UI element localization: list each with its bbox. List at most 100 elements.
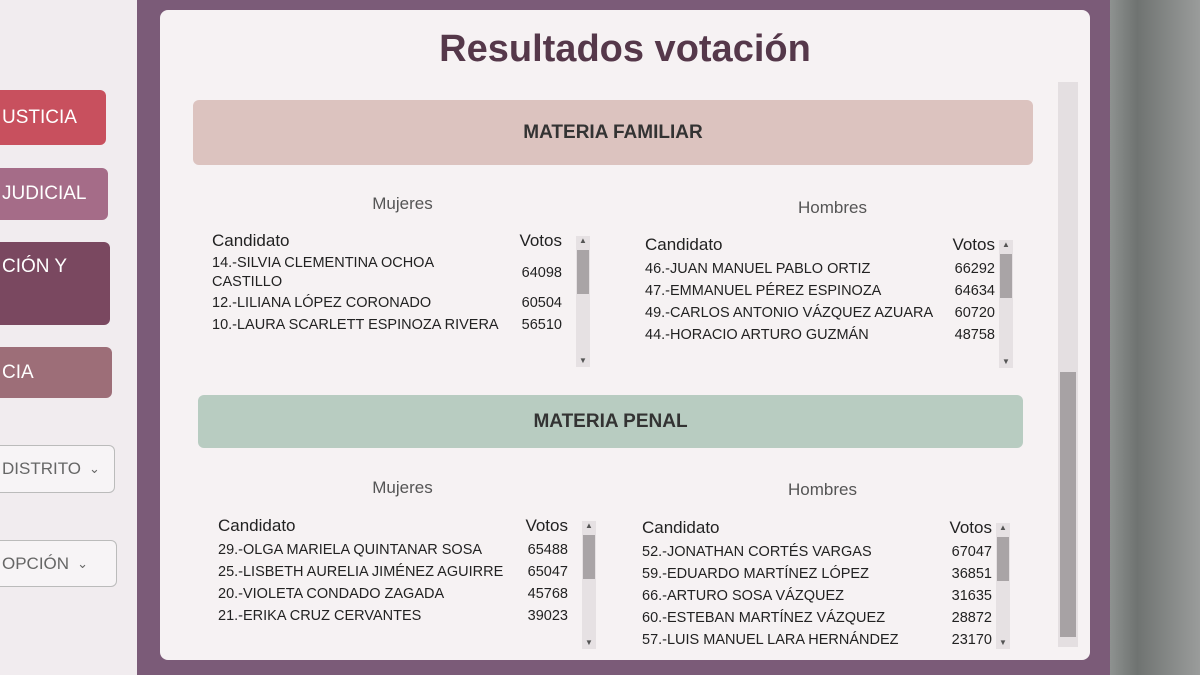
table-row: 25.-LISBETH AURELIA JIMÉNEZ AGUIRRE 65047	[218, 561, 588, 583]
table-header: Candidato Votos	[642, 515, 1002, 541]
table-header: Candidato Votos	[645, 232, 1005, 258]
scroll-thumb	[583, 535, 595, 579]
page-title: Resultados votación	[439, 28, 811, 70]
vote-count: 23170	[951, 631, 992, 648]
sidebar-button[interactable]: JUDICIAL	[0, 168, 108, 220]
section-header: MATERIA FAMILIAR	[193, 100, 1033, 165]
candidate-name: 14.-SILVIA CLEMENTINA OCHOA CASTILLO	[212, 255, 434, 290]
column-header: Votos	[525, 516, 568, 535]
table-header: Candidato Votos	[218, 513, 588, 539]
button-label: CIA	[2, 361, 34, 383]
candidate-name: 20.-VIOLETA CONDADO ZAGADA	[218, 585, 445, 602]
candidate-name: 57.-LUIS MANUEL LARA HERNÁNDEZ	[642, 631, 899, 648]
table-scrollbar: ▲ ▼	[999, 240, 1013, 368]
table-row: 66.-ARTURO SOSA VÁZQUEZ 31635	[642, 585, 1002, 607]
table-row: 47.-EMMANUEL PÉREZ ESPINOZA 64634	[645, 280, 1005, 302]
candidate-name: 52.-JONATHAN CORTÉS VARGAS	[642, 543, 872, 560]
vote-count: 39023	[527, 607, 568, 624]
section-header: MATERIA PENAL	[198, 395, 1023, 448]
vote-count: 28872	[951, 609, 992, 626]
button-label: CIÓN Y	[2, 256, 68, 277]
vote-count: 60720	[954, 304, 995, 321]
table-row: 20.-VIOLETA CONDADO ZAGADA 45768	[218, 583, 588, 605]
table-header: Candidato Votos	[212, 228, 582, 254]
vote-count: 31635	[951, 587, 992, 604]
button-label: JUDICIAL	[2, 183, 87, 204]
results-table: Candidato Votos 52.-JONATHAN CORTÉS VARGAS…	[642, 515, 1002, 655]
scroll-thumb	[1000, 254, 1012, 298]
table-row: 10.-LAURA SCARLETT ESPINOZA RIVERA 56510	[212, 314, 582, 336]
table-heading: Mujeres	[372, 194, 433, 213]
scroll-thumb	[997, 537, 1009, 581]
table-row: 44.-HORACIO ARTURO GUZMÁN 48758	[645, 324, 1005, 346]
sidebar-button[interactable]: DISTRITO ⌄	[0, 445, 115, 493]
table-scrollbar: ▲ ▼	[582, 521, 596, 649]
scroll-down[interactable]: ▼	[585, 638, 593, 647]
vote-count: 64098	[521, 264, 562, 281]
table-row: 14.-SILVIA CLEMENTINA OCHOA CASTILLO 6409…	[212, 254, 582, 292]
table-heading: Hombres	[798, 198, 867, 217]
column-header: Votos	[519, 231, 562, 250]
scroll-down[interactable]: ▼	[579, 356, 587, 365]
vote-count: 36851	[951, 565, 992, 582]
table-row: 60.-ESTEBAN MARTÍNEZ VÁZQUEZ 28872	[642, 607, 1002, 629]
candidate-name: 49.-CARLOS ANTONIO VÁZQUEZ AZUARA	[645, 304, 934, 321]
column-header: Candidato	[212, 231, 290, 250]
candidate-name: 66.-ARTURO SOSA VÁZQUEZ	[642, 587, 844, 604]
vote-count: 56510	[521, 316, 562, 333]
candidate-name: 21.-ERIKA CRUZ CERVANTES	[218, 607, 422, 624]
candidate-name: 60.-ESTEBAN MARTÍNEZ VÁZQUEZ	[642, 609, 886, 626]
table-row: 46.-JUAN MANUEL PABLO ORTIZ 66292	[645, 258, 1005, 280]
vote-count: 64634	[954, 282, 995, 299]
button-label: USTICIA	[2, 106, 77, 128]
sidebar-button[interactable]: OPCIÓN ⌄	[0, 540, 117, 587]
table-row: 12.-LILIANA LÓPEZ CORONADO 60504	[212, 292, 582, 314]
scroll-up[interactable]: ▲	[585, 521, 593, 530]
vote-count: 48758	[954, 326, 995, 343]
scroll-up[interactable]: ▲	[579, 236, 587, 245]
column-header: Candidato	[645, 235, 723, 254]
dropdown-chevron: ⌄	[89, 461, 100, 476]
candidate-name: 46.-JUAN MANUEL PABLO ORTIZ	[645, 260, 871, 277]
candidate-name: 10.-LAURA SCARLETT ESPINOZA RIVERA	[212, 316, 499, 333]
table-row: 21.-ERIKA CRUZ CERVANTES 39023	[218, 605, 588, 627]
column-header: Candidato	[218, 516, 296, 535]
table-row: 29.-OLGA MARIELA QUINTANAR SOSA 65488	[218, 539, 588, 561]
button-label: OPCIÓN	[2, 553, 70, 573]
candidate-name: 44.-HORACIO ARTURO GUZMÁN	[645, 326, 869, 343]
button-label: DISTRITO	[2, 459, 82, 478]
sidebar-button[interactable]: CIÓN Y	[0, 242, 110, 325]
sidebar-button[interactable]: USTICIA	[0, 90, 106, 145]
candidate-name: 25.-LISBETH AURELIA JIMÉNEZ AGUIRRE	[218, 563, 504, 580]
scroll-down[interactable]: ▼	[999, 638, 1007, 647]
vote-count: 66292	[954, 260, 995, 277]
candidate-name: 29.-OLGA MARIELA QUINTANAR SOSA	[218, 541, 483, 558]
scroll-up[interactable]: ▲	[999, 523, 1007, 532]
candidate-name: 59.-EDUARDO MARTÍNEZ LÓPEZ	[642, 565, 869, 582]
vote-count: 60504	[521, 294, 562, 311]
dropdown-chevron: ⌄	[77, 555, 88, 571]
candidate-name: 12.-LILIANA LÓPEZ CORONADO	[212, 294, 432, 311]
table-row: 59.-EDUARDO MARTÍNEZ LÓPEZ 36851	[642, 563, 1002, 585]
monitor-bezel	[1110, 0, 1200, 675]
panel-scrollbar	[1058, 82, 1078, 647]
results-table: Candidato Votos 14.-SILVIA CLEMENTINA OCHO…	[212, 228, 582, 373]
vote-count: 45768	[527, 585, 568, 602]
table-heading: Hombres	[788, 480, 857, 499]
results-table: Candidato Votos 46.-JUAN MANUEL PABLO ORTI…	[645, 232, 1005, 374]
vote-count: 65488	[527, 541, 568, 558]
table-scrollbar: ▲ ▼	[576, 236, 590, 367]
scroll-up[interactable]: ▲	[1002, 240, 1010, 249]
candidate-name: 47.-EMMANUEL PÉREZ ESPINOZA	[645, 282, 882, 299]
column-header: Votos	[949, 518, 992, 537]
table-scrollbar: ▲ ▼	[996, 523, 1010, 649]
scroll-down[interactable]: ▼	[1002, 357, 1010, 366]
table-row: 49.-CARLOS ANTONIO VÁZQUEZ AZUARA 60720	[645, 302, 1005, 324]
column-header: Candidato	[642, 518, 720, 537]
sidebar-button[interactable]: CIA	[0, 347, 112, 398]
results-table: Candidato Votos 29.-OLGA MARIELA QUINTANAR…	[218, 513, 588, 655]
table-row: 52.-JONATHAN CORTÉS VARGAS 67047	[642, 541, 1002, 563]
vote-count: 67047	[951, 543, 992, 560]
table-row: 57.-LUIS MANUEL LARA HERNÁNDEZ 23170	[642, 629, 1002, 651]
